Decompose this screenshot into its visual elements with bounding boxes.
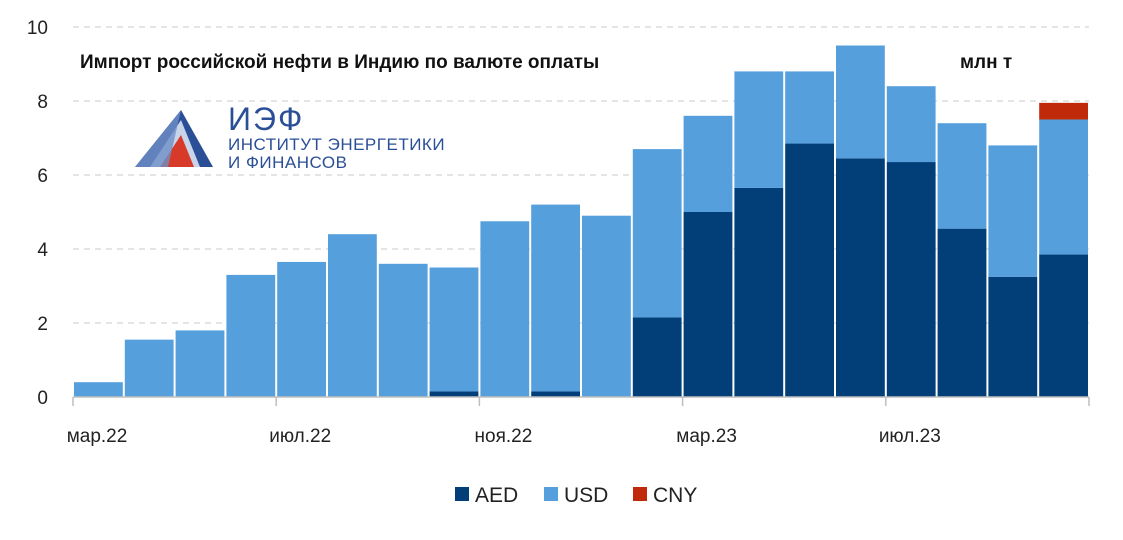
bar-usd [734,71,784,188]
y-tick-label: 8 [37,92,48,113]
logo: ИЭФ ИНСТИТУТ ЭНЕРГЕТИКИ И ФИНАНСОВ [135,101,445,172]
legend-swatch [544,487,558,501]
bar-aed [988,276,1038,397]
bar-usd [277,261,326,397]
unit-label: млн т [960,52,1012,73]
bar-usd [74,382,123,397]
axes: 0 2 4 6 8 10 мар.22 июл.22 ноя.22 мар.23 июл.23 [27,18,1090,447]
legend-label: USD [564,484,608,507]
legend-item-cny: CNY [633,484,697,507]
bar-aed [531,391,580,397]
legend-label: CNY [653,484,697,507]
bar-usd [429,267,479,392]
bar-aed [632,317,682,397]
legend-item-usd: USD [544,484,608,507]
legend-label: AED [475,484,518,507]
bar-aed [886,162,936,397]
bar-usd [886,86,936,163]
bar-aed [836,158,885,397]
bars [74,45,1088,397]
logo-acronym: ИЭФ [228,101,304,137]
legend: AED USD CNY [455,484,697,507]
x-tick-label: ноя.22 [475,426,533,447]
bar-usd [531,204,580,392]
y-tick-label: 6 [37,166,48,187]
bar-usd [1039,119,1088,255]
bar-usd [836,45,885,159]
bar-usd [226,274,276,397]
bar-aed [734,187,784,397]
bar-usd [480,221,530,397]
bar-aed [1039,254,1088,397]
bar-usd [988,145,1038,277]
logo-line1: ИНСТИТУТ ЭНЕРГЕТИКИ [228,135,445,154]
legend-swatch [633,487,647,501]
legend-item-aed: AED [455,484,518,507]
bar-usd [632,149,682,318]
x-tick-label: мар.23 [676,426,737,447]
logo-line2: И ФИНАНСОВ [228,153,347,172]
x-tick-label: июл.22 [269,426,331,447]
bar-usd [582,215,631,397]
bar-usd [328,234,377,397]
bar-aed [683,212,733,397]
y-tick-label: 4 [37,240,48,261]
x-tick-label: июл.23 [879,426,941,447]
legend-swatch [455,487,469,501]
y-tick-label: 0 [37,388,48,409]
y-tick-label: 2 [37,314,48,335]
bar-usd [378,263,428,397]
bar-aed [937,228,987,397]
bar-aed [785,143,834,397]
bar-usd [937,123,987,229]
x-tick-label: мар.22 [67,426,128,447]
y-tick-label: 10 [27,18,48,39]
bar-usd [175,330,225,397]
chart-title: Импорт российской нефти в Индию по валют… [80,52,599,73]
logo-mountain-icon [135,110,213,167]
bar-usd [124,339,174,397]
bar-aed [429,391,479,397]
bar-cny [1039,102,1088,120]
bar-usd [683,115,733,212]
bar-usd [785,71,834,144]
